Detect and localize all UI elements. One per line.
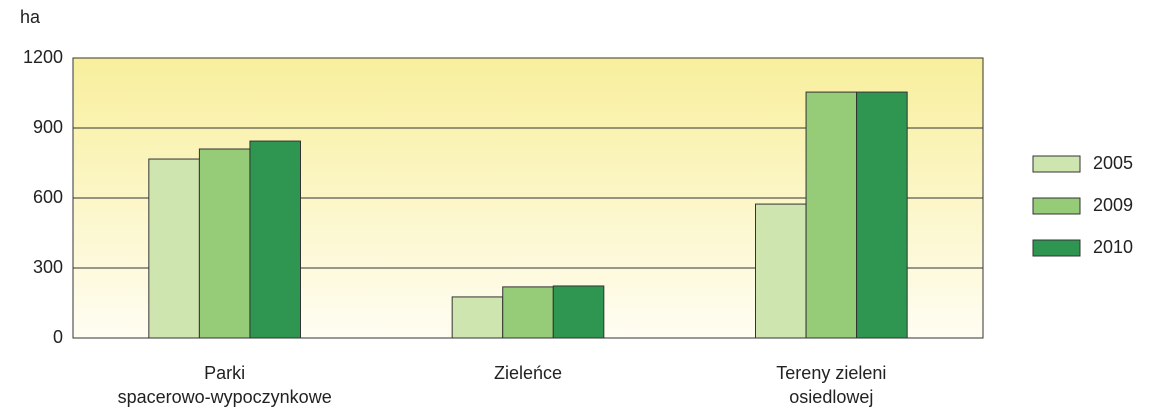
y-tick-label: 0 bbox=[53, 327, 63, 347]
x-tick-label: Parki spacerowo-wypoczynkowe bbox=[117, 363, 332, 407]
y-tick-label: 900 bbox=[33, 117, 63, 137]
bar bbox=[451, 296, 504, 339]
x-tick-label: Zieleńce bbox=[493, 363, 563, 383]
x-tick-label: Tereny zieleni osiedlowej bbox=[776, 363, 887, 407]
bar bbox=[552, 285, 605, 339]
bar bbox=[249, 140, 301, 339]
bar bbox=[198, 148, 251, 339]
y-tick-label: 300 bbox=[33, 257, 63, 277]
bar bbox=[805, 91, 858, 339]
bar bbox=[148, 158, 200, 339]
bar bbox=[755, 203, 807, 339]
legend-label: 2009 bbox=[1093, 195, 1133, 215]
bar bbox=[502, 286, 554, 339]
y-tick-label: 1200 bbox=[23, 47, 63, 67]
legend-swatch bbox=[1032, 155, 1081, 173]
bar bbox=[856, 91, 908, 339]
legend-label: 2010 bbox=[1093, 237, 1133, 257]
legend-swatch bbox=[1032, 239, 1081, 257]
legend-swatch bbox=[1032, 197, 1081, 215]
y-tick-label: 600 bbox=[33, 187, 63, 207]
legend-label: 2005 bbox=[1093, 153, 1133, 173]
y-axis-label: ha bbox=[20, 7, 41, 27]
